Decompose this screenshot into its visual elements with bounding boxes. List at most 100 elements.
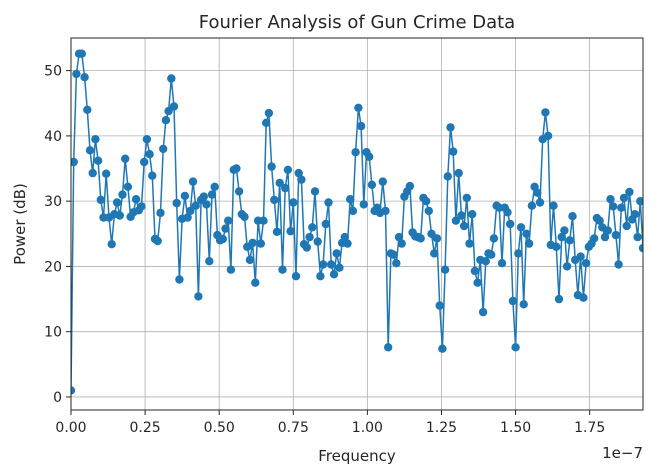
data-point (579, 293, 588, 302)
x-tick-label: 0.00 (55, 420, 86, 436)
data-point (221, 224, 230, 233)
data-point (389, 250, 398, 259)
data-point (77, 49, 87, 58)
data-point (80, 73, 89, 82)
data-point (175, 275, 184, 284)
data-point (240, 212, 249, 221)
data-point (115, 211, 125, 220)
data-point (302, 243, 311, 252)
data-point (468, 210, 477, 219)
data-point (218, 234, 227, 244)
data-point (614, 260, 623, 269)
data-point (107, 240, 116, 249)
data-point (524, 239, 534, 248)
data-point (440, 265, 450, 274)
data-point (324, 198, 333, 207)
data-point (611, 230, 621, 240)
data-point (557, 232, 566, 242)
data-point (478, 307, 488, 317)
data-point (85, 146, 95, 155)
data-point (405, 181, 415, 191)
data-point (633, 232, 642, 242)
data-point (329, 270, 339, 279)
data-point (617, 203, 626, 212)
data-point (264, 108, 274, 118)
data-point (481, 257, 490, 266)
data-point (394, 232, 404, 242)
data-point (297, 175, 306, 184)
data-point (446, 123, 455, 132)
data-point (159, 144, 168, 154)
data-point (226, 265, 236, 274)
data-point (351, 148, 360, 157)
data-point (161, 116, 171, 125)
data-point (332, 249, 341, 258)
data-point (267, 162, 276, 171)
y-tick-label: 10 (44, 325, 62, 341)
data-point (294, 168, 303, 178)
data-point (514, 249, 523, 258)
data-point (343, 239, 352, 248)
data-point (102, 169, 111, 178)
data-point (432, 234, 442, 243)
x-tick-label: 0.25 (130, 420, 161, 436)
data-point (91, 135, 100, 144)
data-point (416, 234, 425, 243)
data-point (543, 131, 553, 141)
data-point (506, 219, 515, 229)
data-point (88, 168, 97, 178)
data-point (191, 201, 200, 210)
data-point (367, 180, 377, 189)
data-point (511, 343, 520, 352)
data-point (359, 200, 368, 209)
x-tick-label: 1.75 (574, 420, 605, 436)
data-point (378, 177, 387, 186)
data-point (207, 190, 217, 199)
data-point (636, 197, 643, 206)
data-point (451, 216, 461, 225)
data-point (140, 157, 149, 167)
data-point (516, 223, 526, 232)
data-point (272, 227, 282, 236)
x-tick-label: 1.50 (500, 420, 531, 436)
data-point (278, 265, 287, 274)
data-point (449, 147, 458, 156)
data-point (202, 200, 211, 209)
data-point (384, 343, 393, 352)
data-point (72, 69, 81, 79)
data-point (318, 260, 328, 269)
data-point (470, 266, 480, 276)
data-point (454, 168, 463, 178)
data-point (248, 238, 257, 248)
data-point (554, 294, 564, 304)
data-point (224, 216, 233, 225)
data-point (83, 105, 92, 115)
x-axis-offset-label: 1e−7 (602, 444, 643, 462)
data-point (619, 193, 629, 203)
data-point (316, 272, 325, 281)
data-point (308, 223, 317, 232)
data-point (112, 198, 122, 207)
data-point (427, 229, 436, 238)
data-point (527, 201, 537, 210)
data-point (459, 221, 469, 231)
data-point (541, 108, 550, 117)
data-point (354, 103, 363, 113)
data-point (291, 272, 301, 281)
data-point (457, 211, 466, 220)
data-point (188, 177, 198, 186)
data-point (310, 187, 320, 196)
data-point (313, 237, 322, 246)
x-axis-label: Frequency (318, 447, 396, 465)
data-point (262, 118, 271, 128)
data-point (356, 121, 366, 131)
data-point (131, 195, 141, 204)
data-point (289, 198, 298, 207)
data-point (549, 201, 558, 210)
data-point (508, 296, 518, 306)
data-points (71, 49, 643, 395)
y-tick-label: 20 (44, 259, 62, 275)
y-tick-label: 30 (44, 194, 62, 210)
chart-title: Fourier Analysis of Gun Crime Data (199, 12, 515, 33)
